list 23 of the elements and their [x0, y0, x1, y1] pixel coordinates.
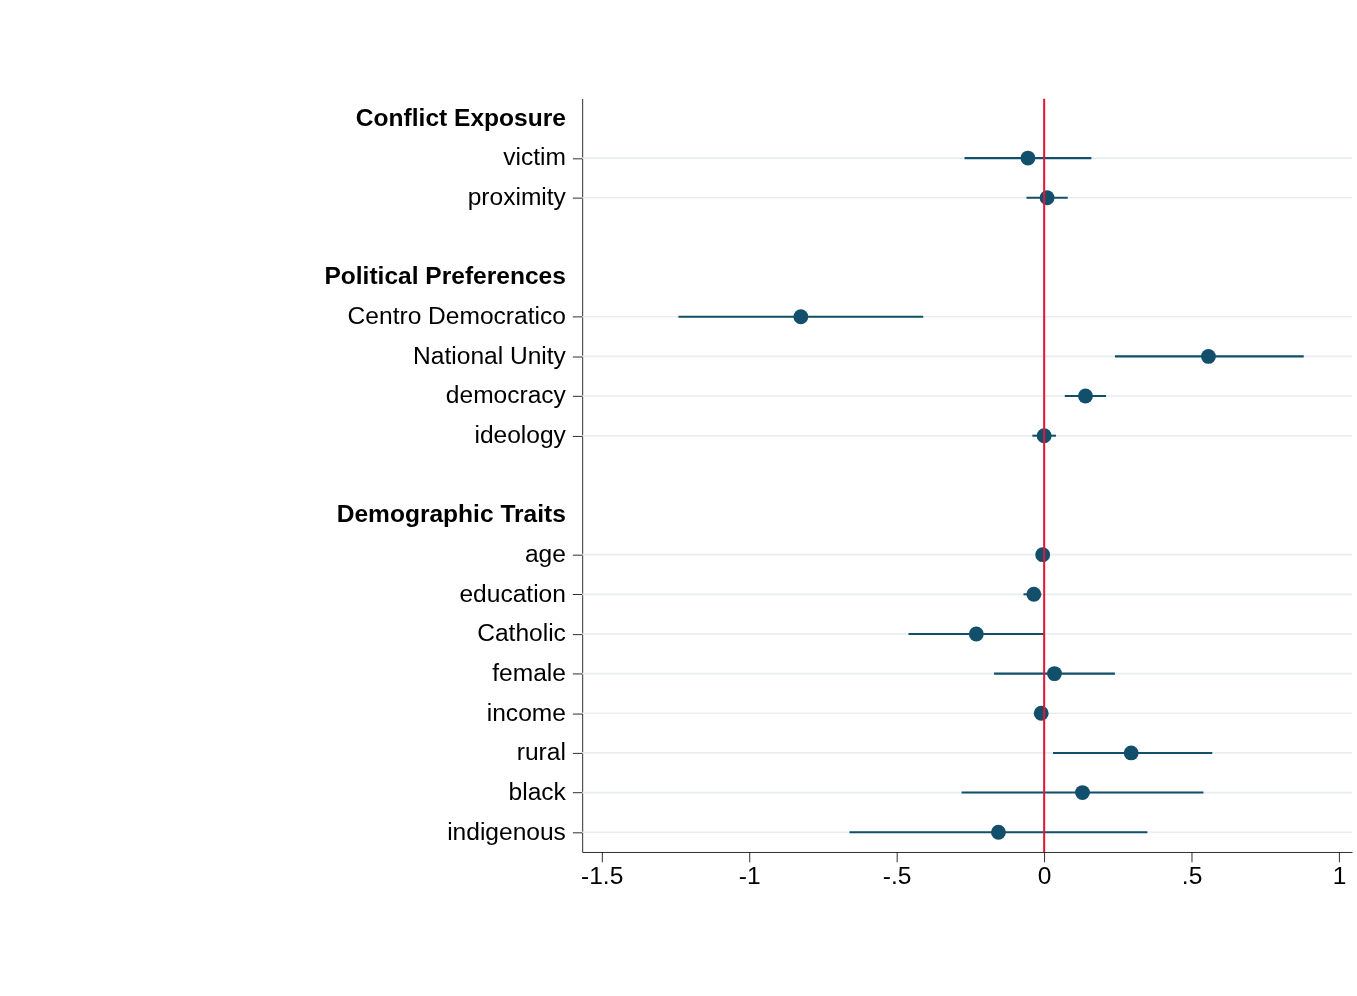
y-tick-label: Demographic Traits	[336, 500, 566, 528]
x-tick-label: -1.5	[580, 861, 624, 889]
y-tick-label: Centro Democratico	[347, 302, 566, 330]
y-tick-label: indigenous	[447, 817, 566, 845]
y-tick-label: National Unity	[413, 341, 567, 369]
y-tick-label: Conflict Exposure	[355, 103, 566, 131]
y-tick-label: ideology	[474, 421, 567, 449]
y-tick-label: proximity	[467, 183, 567, 211]
y-tick-label: black	[508, 777, 567, 805]
y-tick-label: female	[492, 658, 566, 686]
y-tick-label: Catholic	[477, 619, 566, 647]
y-tick-label: Political Preferences	[324, 262, 566, 290]
x-tick-label: -.5	[882, 861, 912, 889]
y-tick-label: rural	[516, 738, 566, 766]
x-tick-label: 1	[1332, 861, 1347, 889]
y-tick-label: democracy	[445, 381, 567, 409]
y-tick-label: age	[524, 540, 566, 568]
x-tick-label: .5	[1181, 861, 1203, 889]
y-tick-label: income	[486, 698, 566, 726]
x-tick-label: -1	[738, 861, 761, 889]
y-tick-label: education	[459, 579, 566, 607]
x-tick-label: 0	[1037, 861, 1052, 889]
y-tick-label: victim	[503, 143, 566, 171]
